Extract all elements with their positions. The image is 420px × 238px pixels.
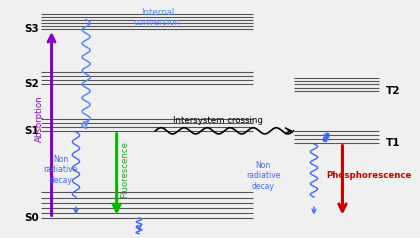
Text: Non
radiative
decay: Non radiative decay — [44, 155, 78, 185]
Text: S0: S0 — [24, 213, 39, 223]
Text: S3: S3 — [24, 24, 39, 34]
Text: Phosphorescence: Phosphorescence — [326, 171, 412, 180]
Text: T1: T1 — [386, 138, 401, 148]
Text: S2: S2 — [24, 79, 39, 89]
Text: Non
radiative
decay: Non radiative decay — [246, 161, 280, 191]
Text: S1: S1 — [24, 126, 39, 136]
Text: Fluorescence: Fluorescence — [120, 141, 129, 198]
Text: Intersystem crossing: Intersystem crossing — [173, 116, 263, 125]
Text: Absorption: Absorption — [34, 96, 43, 142]
Text: T2: T2 — [386, 86, 401, 96]
Text: Internal
conversion: Internal conversion — [134, 8, 181, 27]
